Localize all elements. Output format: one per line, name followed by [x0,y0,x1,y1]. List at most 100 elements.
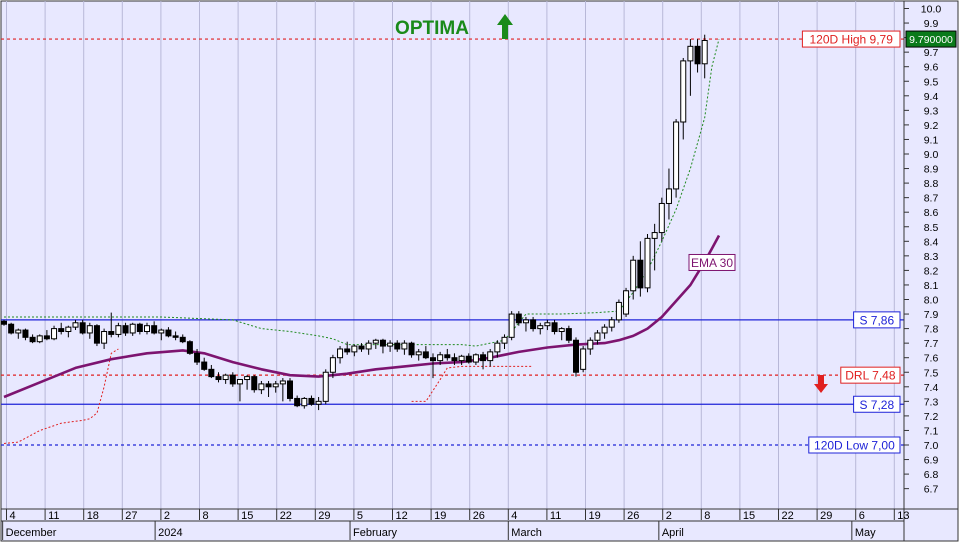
x-tick-label: 4 [511,510,517,522]
candle-body [144,325,150,333]
candle-body [101,331,108,344]
candles [1,34,708,411]
candle-body [630,259,637,292]
y-tick-label: 9.3 [924,105,939,117]
candle-body [158,329,165,334]
candle-body [608,319,615,328]
candle-body [580,348,587,370]
candle-body [222,374,229,381]
level-label: 120D Low 7,00 [814,439,895,453]
month-label: 2024 [158,527,182,539]
level-labels: 120D High 9,79 S 7,86 DRL 7,48 S 7,28 120D L… [801,30,901,454]
level-label-box [853,311,901,329]
candle-body [294,397,301,407]
candle-body [72,322,79,328]
level-label: DRL 7,48 [845,369,896,383]
candle-body [58,328,65,333]
x-axis: 4 11 18 27 2 8 15 22 29 5 12 19 26 4 11 19 26 2 8 15 22 29 6 13… [0,508,959,542]
y-tick-label: 6.7 [924,484,939,496]
candle-body [236,379,243,385]
candle-body [565,328,572,341]
level-label: 120D High 9,79 [810,33,894,47]
level-label-box [853,395,901,413]
month-label: April [662,527,684,539]
candle-body [680,60,687,123]
y-tick-label: 9.1 [924,134,939,146]
candle-body [515,313,522,324]
candle-body [215,376,222,381]
axis-corner [903,508,959,542]
y-tick-label: 8.8 [924,178,939,190]
candle-body [265,383,272,388]
candle-body [79,322,86,334]
candle-body [337,348,344,359]
y-tick-label: 9.9 [924,18,939,30]
month-label: May [855,527,876,539]
ema-series: EMA 30 [3,234,736,399]
y-tick-label: 7.5 [924,367,939,379]
candle-body [644,237,651,289]
y-tick-label: 9.2 [924,120,939,132]
candle-body [165,329,172,337]
candle-body [86,325,93,334]
candle-body [22,329,29,338]
candle-body [151,325,158,334]
x-axis-panel [0,508,905,542]
candle-body [451,357,458,362]
candle-body [558,328,565,333]
candle-body [308,397,315,405]
ema-30-line [3,234,721,399]
y-axis-panel [903,0,959,510]
candle-body [65,326,72,333]
candle-body [687,45,694,62]
y-tick-label: 8.9 [924,164,939,176]
candle-body [394,342,401,350]
y-tick-label: 7.3 [924,396,939,408]
candle-body [487,351,494,362]
y-tick-label: 7.7 [924,338,939,350]
candle-body [665,188,672,204]
candle-body [136,323,143,333]
candle-body [444,354,451,359]
x-tick-label: 15 [743,510,755,522]
candle-body [301,397,308,407]
x-tick-label: 19 [589,510,601,522]
y-tick-label: 7.0 [924,440,939,452]
x-tick-label: 11 [48,510,59,522]
x-tick-label: 15 [241,510,253,522]
chart-title: OPTIMA [395,18,469,39]
candle-body [108,331,115,335]
x-tick-label: 2 [164,510,170,522]
candle-body [351,345,358,353]
x-tick-label: 26 [627,510,639,522]
candle-body [29,336,36,343]
month-label: December [6,527,57,539]
candle-body [594,332,601,341]
y-tick-label: 7.1 [924,425,939,437]
candle-body [329,357,336,373]
candle-body [415,351,422,356]
last-price-box [905,30,957,48]
x-tick-label: 27 [125,510,137,522]
candle-body [43,335,50,340]
x-tick-label: 2 [666,510,672,522]
candle-body [1,320,7,325]
x-tick-label: 6 [859,510,865,522]
candle-body [122,325,129,334]
y-tick-label: 8.1 [924,280,939,292]
y-tick-label: 7.8 [924,324,939,336]
candle-body [537,325,544,330]
candle-body [601,326,608,334]
x-tick-label: 29 [318,510,330,522]
candle-body [115,325,122,335]
y-tick-label: 9.4 [924,91,939,103]
candle-body [8,323,15,334]
candle-body [522,319,529,324]
candle-body [465,355,472,363]
x-tick-label: 26 [473,510,485,522]
candle-body [36,335,43,343]
candle-body [344,348,351,353]
candle-body [51,328,58,340]
candle-body [573,339,579,373]
candle-body [494,342,501,353]
